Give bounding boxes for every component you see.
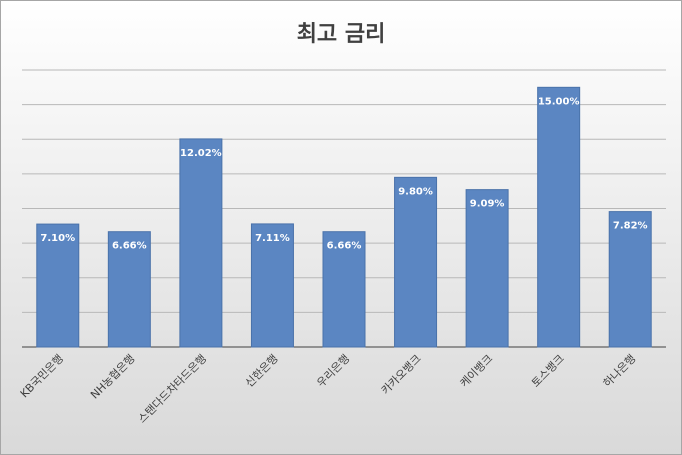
bar [394, 176, 438, 348]
bar [322, 231, 366, 348]
data-label: 12.02% [180, 148, 222, 159]
bar [537, 86, 581, 348]
data-label: 7.82% [613, 221, 648, 232]
bar [36, 223, 80, 348]
bar [179, 138, 223, 348]
bar [250, 223, 294, 348]
data-label: 6.66% [327, 241, 362, 252]
data-label: 9.80% [398, 186, 433, 197]
bar [608, 211, 652, 348]
bar [107, 231, 151, 348]
data-label: 6.66% [112, 241, 147, 252]
data-label: 7.10% [40, 233, 75, 244]
data-label: 9.09% [470, 199, 505, 210]
bar [465, 189, 509, 348]
data-label: 15.00% [538, 96, 580, 107]
data-label: 7.11% [255, 233, 290, 244]
chart-title: 최고 금리 [297, 22, 386, 47]
